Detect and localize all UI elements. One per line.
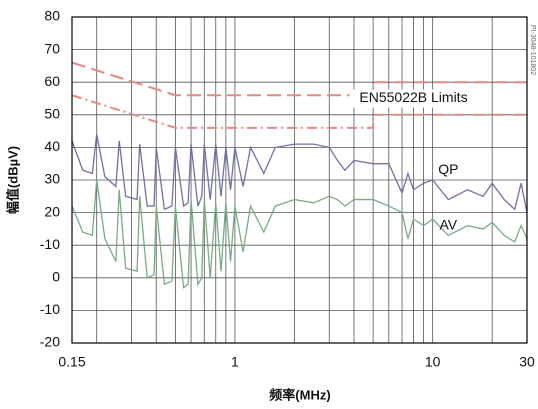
x-tick-label: 1 — [231, 354, 239, 370]
y-tick-label: 0 — [52, 269, 60, 285]
x-tick-label: 10 — [425, 354, 441, 370]
series-line — [71, 179, 528, 289]
y-tick-label: 40 — [44, 138, 60, 154]
y-axis-label: 幅值(dBµV) — [5, 146, 20, 214]
y-tick-label: 70 — [44, 40, 60, 56]
y-tick-label: 60 — [44, 73, 60, 89]
y-tick-label: 30 — [44, 171, 60, 187]
annotation-bg — [349, 89, 478, 108]
y-tick-label: -10 — [40, 236, 60, 252]
y-tick-label: -20 — [40, 334, 60, 350]
annotation: EN55022B Limits — [359, 89, 467, 105]
series-line — [71, 134, 528, 213]
annotation: AV — [439, 216, 457, 232]
side-note: PI-3048-101802 — [529, 25, 536, 75]
y-tick-label: 80 — [44, 8, 60, 24]
y-tick-label: 50 — [44, 106, 60, 122]
y-tick-label: -10 — [40, 301, 60, 317]
y-tick-label: 20 — [44, 203, 60, 219]
series-line — [71, 94, 527, 129]
x-tick-label: 0.15 — [58, 354, 85, 370]
x-tick-label: 30 — [519, 354, 535, 370]
x-axis-label: 频率(MHz) — [269, 387, 330, 402]
plot-border — [71, 16, 528, 344]
annotation: QP — [438, 161, 458, 177]
